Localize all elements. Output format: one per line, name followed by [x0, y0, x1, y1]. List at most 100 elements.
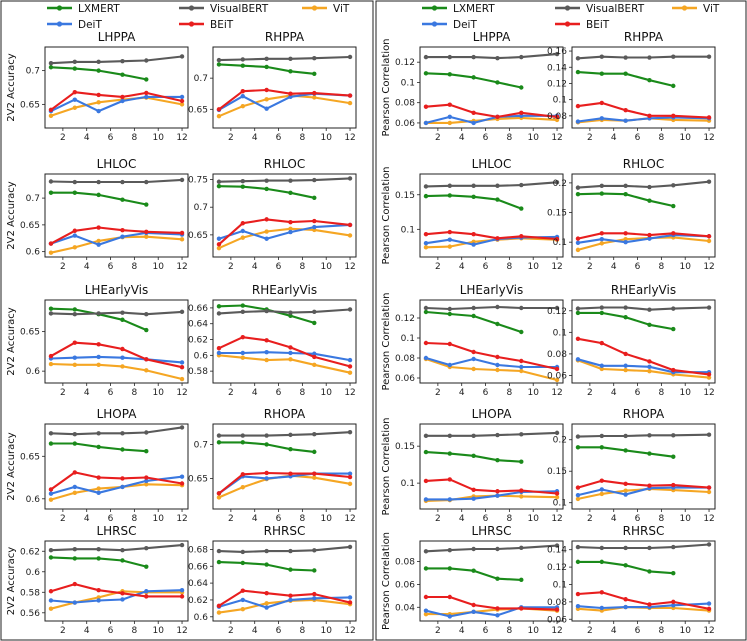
x-tick-label: 12 [551, 388, 562, 398]
y-tick-label: 0.1 [553, 499, 567, 509]
data-point-lxmert [623, 71, 628, 76]
x-tick-label: 4 [252, 262, 258, 272]
data-point-deit [423, 355, 429, 361]
series-line-deit [424, 606, 559, 618]
y-tick-label: 0.14 [547, 63, 567, 73]
data-point-deit [240, 94, 245, 99]
data-point-lxmert [575, 559, 581, 565]
data-point-lxmert [120, 72, 125, 77]
data-point-beit [671, 231, 676, 236]
data-point-lxmert [671, 454, 676, 459]
series-line-vit [576, 487, 711, 500]
data-point-lxmert [120, 447, 125, 452]
data-point-visualbert [623, 183, 628, 189]
data-point-visualbert [599, 305, 604, 310]
x-tick-label: 8 [507, 514, 513, 524]
x-tick-label: 4 [84, 262, 90, 272]
series-line-beit [424, 595, 559, 611]
panel-right-lhopa: LHOPA Pearson Correlation 2 4 6 8 10 12 0.15 0.1 [381, 407, 564, 524]
data-point-beit [120, 591, 125, 596]
data-point-visualbert [144, 179, 149, 185]
data-point-beit [216, 107, 222, 112]
data-point-beit [288, 219, 293, 225]
data-point-beit [519, 234, 524, 239]
legend-label-lxmert: LXMERT [453, 3, 495, 15]
data-point-vit [48, 250, 54, 255]
data-point-beit [347, 600, 353, 605]
data-point-beit [144, 90, 149, 96]
series-line-vit [49, 362, 184, 381]
data-point-lxmert [48, 306, 54, 311]
data-point-vit [312, 475, 317, 480]
data-point-lxmert [96, 556, 101, 561]
series-line-vit [217, 354, 352, 374]
data-point-vit [599, 491, 604, 497]
data-point-deit [120, 597, 125, 602]
data-point-deit [120, 98, 125, 104]
data-point-deit [264, 605, 269, 610]
series-line-beit [49, 341, 184, 369]
data-point-beit [623, 107, 628, 113]
data-point-visualbert [216, 179, 222, 184]
data-point-deit [48, 598, 54, 603]
data-point-deit [120, 484, 125, 490]
data-point-lxmert [519, 85, 524, 90]
series-line-vit [49, 590, 184, 610]
data-point-beit [347, 474, 353, 480]
data-point-visualbert [623, 305, 628, 310]
data-point-beit [144, 475, 149, 480]
data-point-visualbert [519, 545, 524, 551]
data-point-vit [288, 357, 293, 362]
series-line-vit [424, 357, 559, 382]
data-point-lxmert [96, 68, 101, 73]
x-tick-label: 12 [344, 388, 355, 398]
x-tick-label: 12 [344, 626, 355, 636]
data-point-lxmert [216, 559, 222, 565]
y-tick-label: 0.7 [26, 67, 40, 77]
data-point-beit [312, 591, 317, 597]
data-point-vit [179, 376, 185, 382]
series-line-deit [576, 602, 711, 610]
data-point-vit [264, 97, 269, 102]
data-point-lxmert [647, 322, 652, 327]
data-point-beit [48, 487, 54, 492]
data-point-visualbert [447, 183, 452, 188]
data-point-lxmert [495, 197, 500, 202]
x-tick-label: 6 [108, 262, 114, 272]
data-point-lxmert [72, 441, 77, 446]
data-point-beit [179, 98, 185, 104]
data-point-lxmert [312, 449, 317, 455]
data-point-deit [96, 490, 101, 496]
data-point-visualbert [48, 179, 54, 184]
data-point-lxmert [471, 568, 476, 573]
axes-frame [212, 423, 357, 510]
data-point-visualbert [120, 548, 125, 553]
y-tick-label: 0.7 [194, 440, 208, 450]
legend-marker-deit [431, 21, 438, 27]
y-tick-label: 0.66 [188, 562, 208, 572]
panel-title: LHEarlyVis [85, 283, 149, 297]
data-point-beit [48, 241, 54, 246]
data-point-deit [216, 236, 222, 241]
legend-marker-deit [56, 21, 63, 27]
y-tick-label: 0.56 [20, 609, 40, 619]
data-point-vit [575, 247, 581, 253]
data-point-beit [495, 114, 500, 120]
y-tick-label: 0.65 [20, 100, 40, 110]
data-point-visualbert [347, 429, 353, 435]
y-tick-label: 0.15 [395, 191, 415, 201]
x-tick-label: 4 [84, 626, 90, 636]
data-point-vit [706, 489, 712, 495]
data-point-beit [423, 340, 429, 346]
x-tick-label: 2 [60, 626, 66, 636]
data-point-deit [599, 116, 604, 121]
data-point-deit [447, 497, 452, 502]
data-point-lxmert [623, 448, 628, 453]
x-tick-label: 6 [635, 388, 641, 398]
data-point-visualbert [471, 305, 476, 311]
data-point-visualbert [264, 433, 269, 438]
data-point-visualbert [144, 545, 149, 551]
data-point-lxmert [647, 569, 652, 574]
x-tick-label: 4 [252, 514, 258, 524]
